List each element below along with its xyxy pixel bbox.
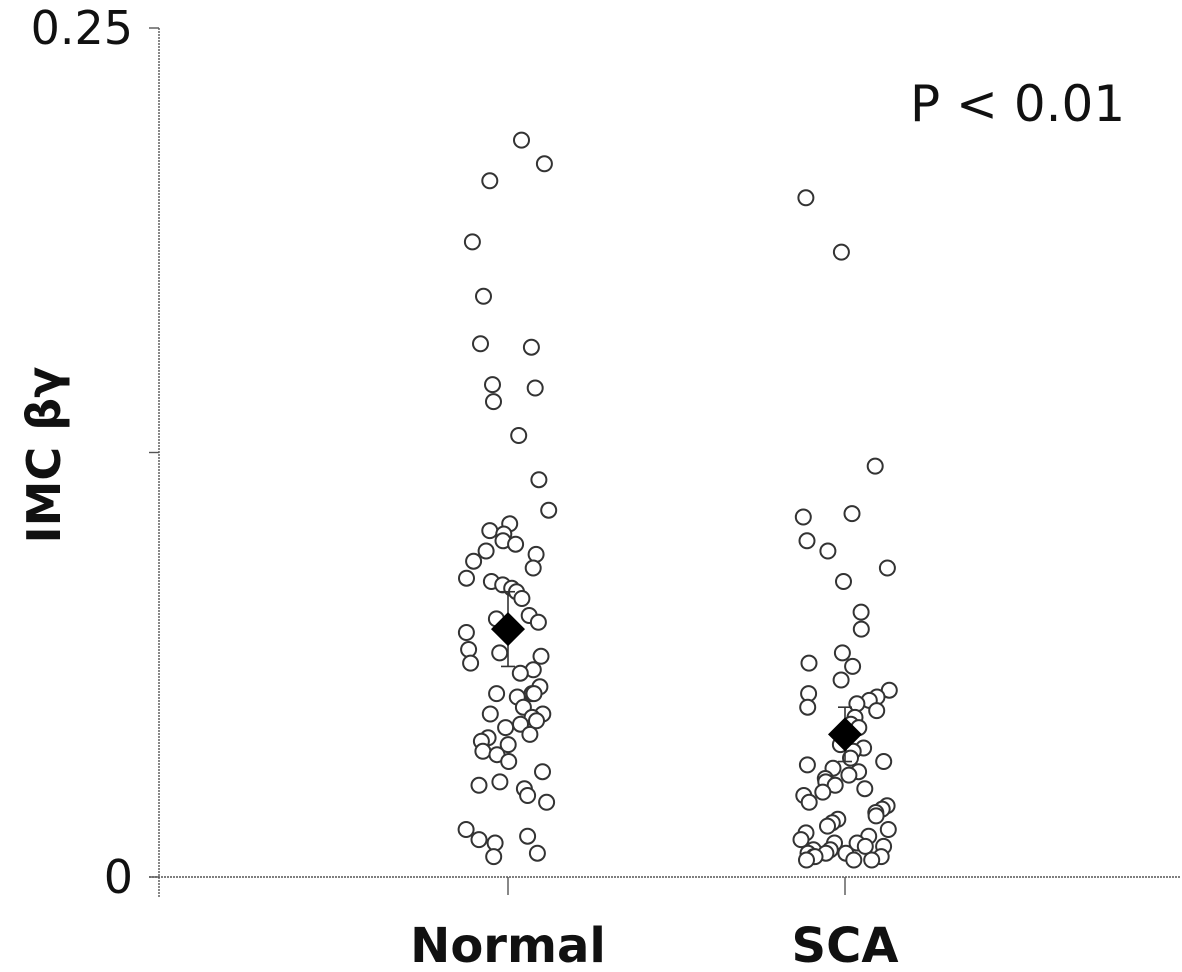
data-point <box>511 664 529 682</box>
data-point <box>519 787 537 804</box>
data-point <box>799 698 817 716</box>
data-point <box>519 827 537 845</box>
data-point <box>835 573 852 590</box>
data-point <box>507 535 525 553</box>
data-point <box>457 821 475 838</box>
data-point <box>843 505 861 523</box>
data-point <box>481 705 499 723</box>
data-point <box>481 172 499 190</box>
data-point <box>458 569 475 587</box>
y-tick-label: 0 <box>104 850 133 904</box>
data-point <box>797 189 815 207</box>
data-point <box>499 736 517 754</box>
data-point <box>856 837 874 855</box>
data-point <box>460 641 478 658</box>
data-point <box>472 335 489 353</box>
data-point <box>457 624 475 641</box>
data-point <box>798 851 815 869</box>
data-point <box>497 719 515 737</box>
data-point <box>484 376 501 394</box>
data-point <box>798 756 816 774</box>
data-point <box>840 766 858 784</box>
data-point <box>856 780 874 798</box>
data-point <box>474 742 492 760</box>
data-point <box>845 851 863 869</box>
mean-marker <box>491 612 525 647</box>
data-marks <box>457 131 898 869</box>
data-point <box>485 393 502 411</box>
data-point <box>491 773 509 791</box>
data-point <box>866 457 884 475</box>
data-point <box>538 793 556 811</box>
x-tick-label: SCA <box>792 918 899 972</box>
data-point <box>833 644 851 662</box>
data-point <box>867 807 885 825</box>
data-point <box>819 542 837 560</box>
data-point <box>465 552 483 570</box>
data-point <box>513 131 530 149</box>
data-point <box>792 831 810 849</box>
data-point <box>525 685 543 703</box>
data-point <box>800 793 818 811</box>
data-point <box>529 613 547 631</box>
data-point <box>470 776 488 794</box>
mean-marker <box>828 717 862 752</box>
data-point <box>470 831 488 849</box>
data-point <box>528 712 545 730</box>
x-tick-label: Normal <box>410 918 606 972</box>
data-point <box>852 603 870 621</box>
data-point <box>832 671 850 689</box>
y-axis-label: IMC βγ <box>17 367 71 544</box>
p-value-annotation: P < 0.01 <box>910 75 1125 133</box>
data-point <box>814 783 832 801</box>
data-point <box>500 753 518 770</box>
data-point <box>463 233 481 251</box>
data-point <box>475 287 492 305</box>
data-point <box>832 243 850 261</box>
data-point <box>535 155 553 173</box>
data-point <box>462 654 480 672</box>
data-point <box>848 695 866 713</box>
data-point <box>528 844 546 862</box>
data-point <box>481 522 499 540</box>
data-point <box>521 725 539 743</box>
data-point <box>485 848 503 866</box>
data-point <box>878 559 896 577</box>
data-point <box>794 508 812 526</box>
data-point <box>477 542 495 560</box>
data-point <box>526 379 544 397</box>
data-point <box>513 590 531 607</box>
data-point <box>491 644 509 662</box>
data-point <box>798 532 816 550</box>
data-point <box>522 338 540 356</box>
data-point <box>540 501 558 519</box>
data-point <box>879 821 897 838</box>
data-point <box>800 654 818 672</box>
data-point <box>532 647 550 665</box>
data-point <box>852 620 870 638</box>
data-point <box>510 427 528 444</box>
data-point <box>534 763 551 781</box>
data-point <box>524 559 542 577</box>
data-point <box>844 657 862 675</box>
y-tick-label: 0.25 <box>31 1 133 55</box>
axes: 0 0.25 Normal SCA IMC βγ <box>17 1 1180 972</box>
data-point <box>875 753 893 770</box>
data-point <box>530 471 548 489</box>
data-point <box>863 851 881 869</box>
data-point <box>868 702 886 720</box>
data-point <box>527 545 545 563</box>
data-point <box>819 817 836 835</box>
data-point <box>488 685 506 703</box>
